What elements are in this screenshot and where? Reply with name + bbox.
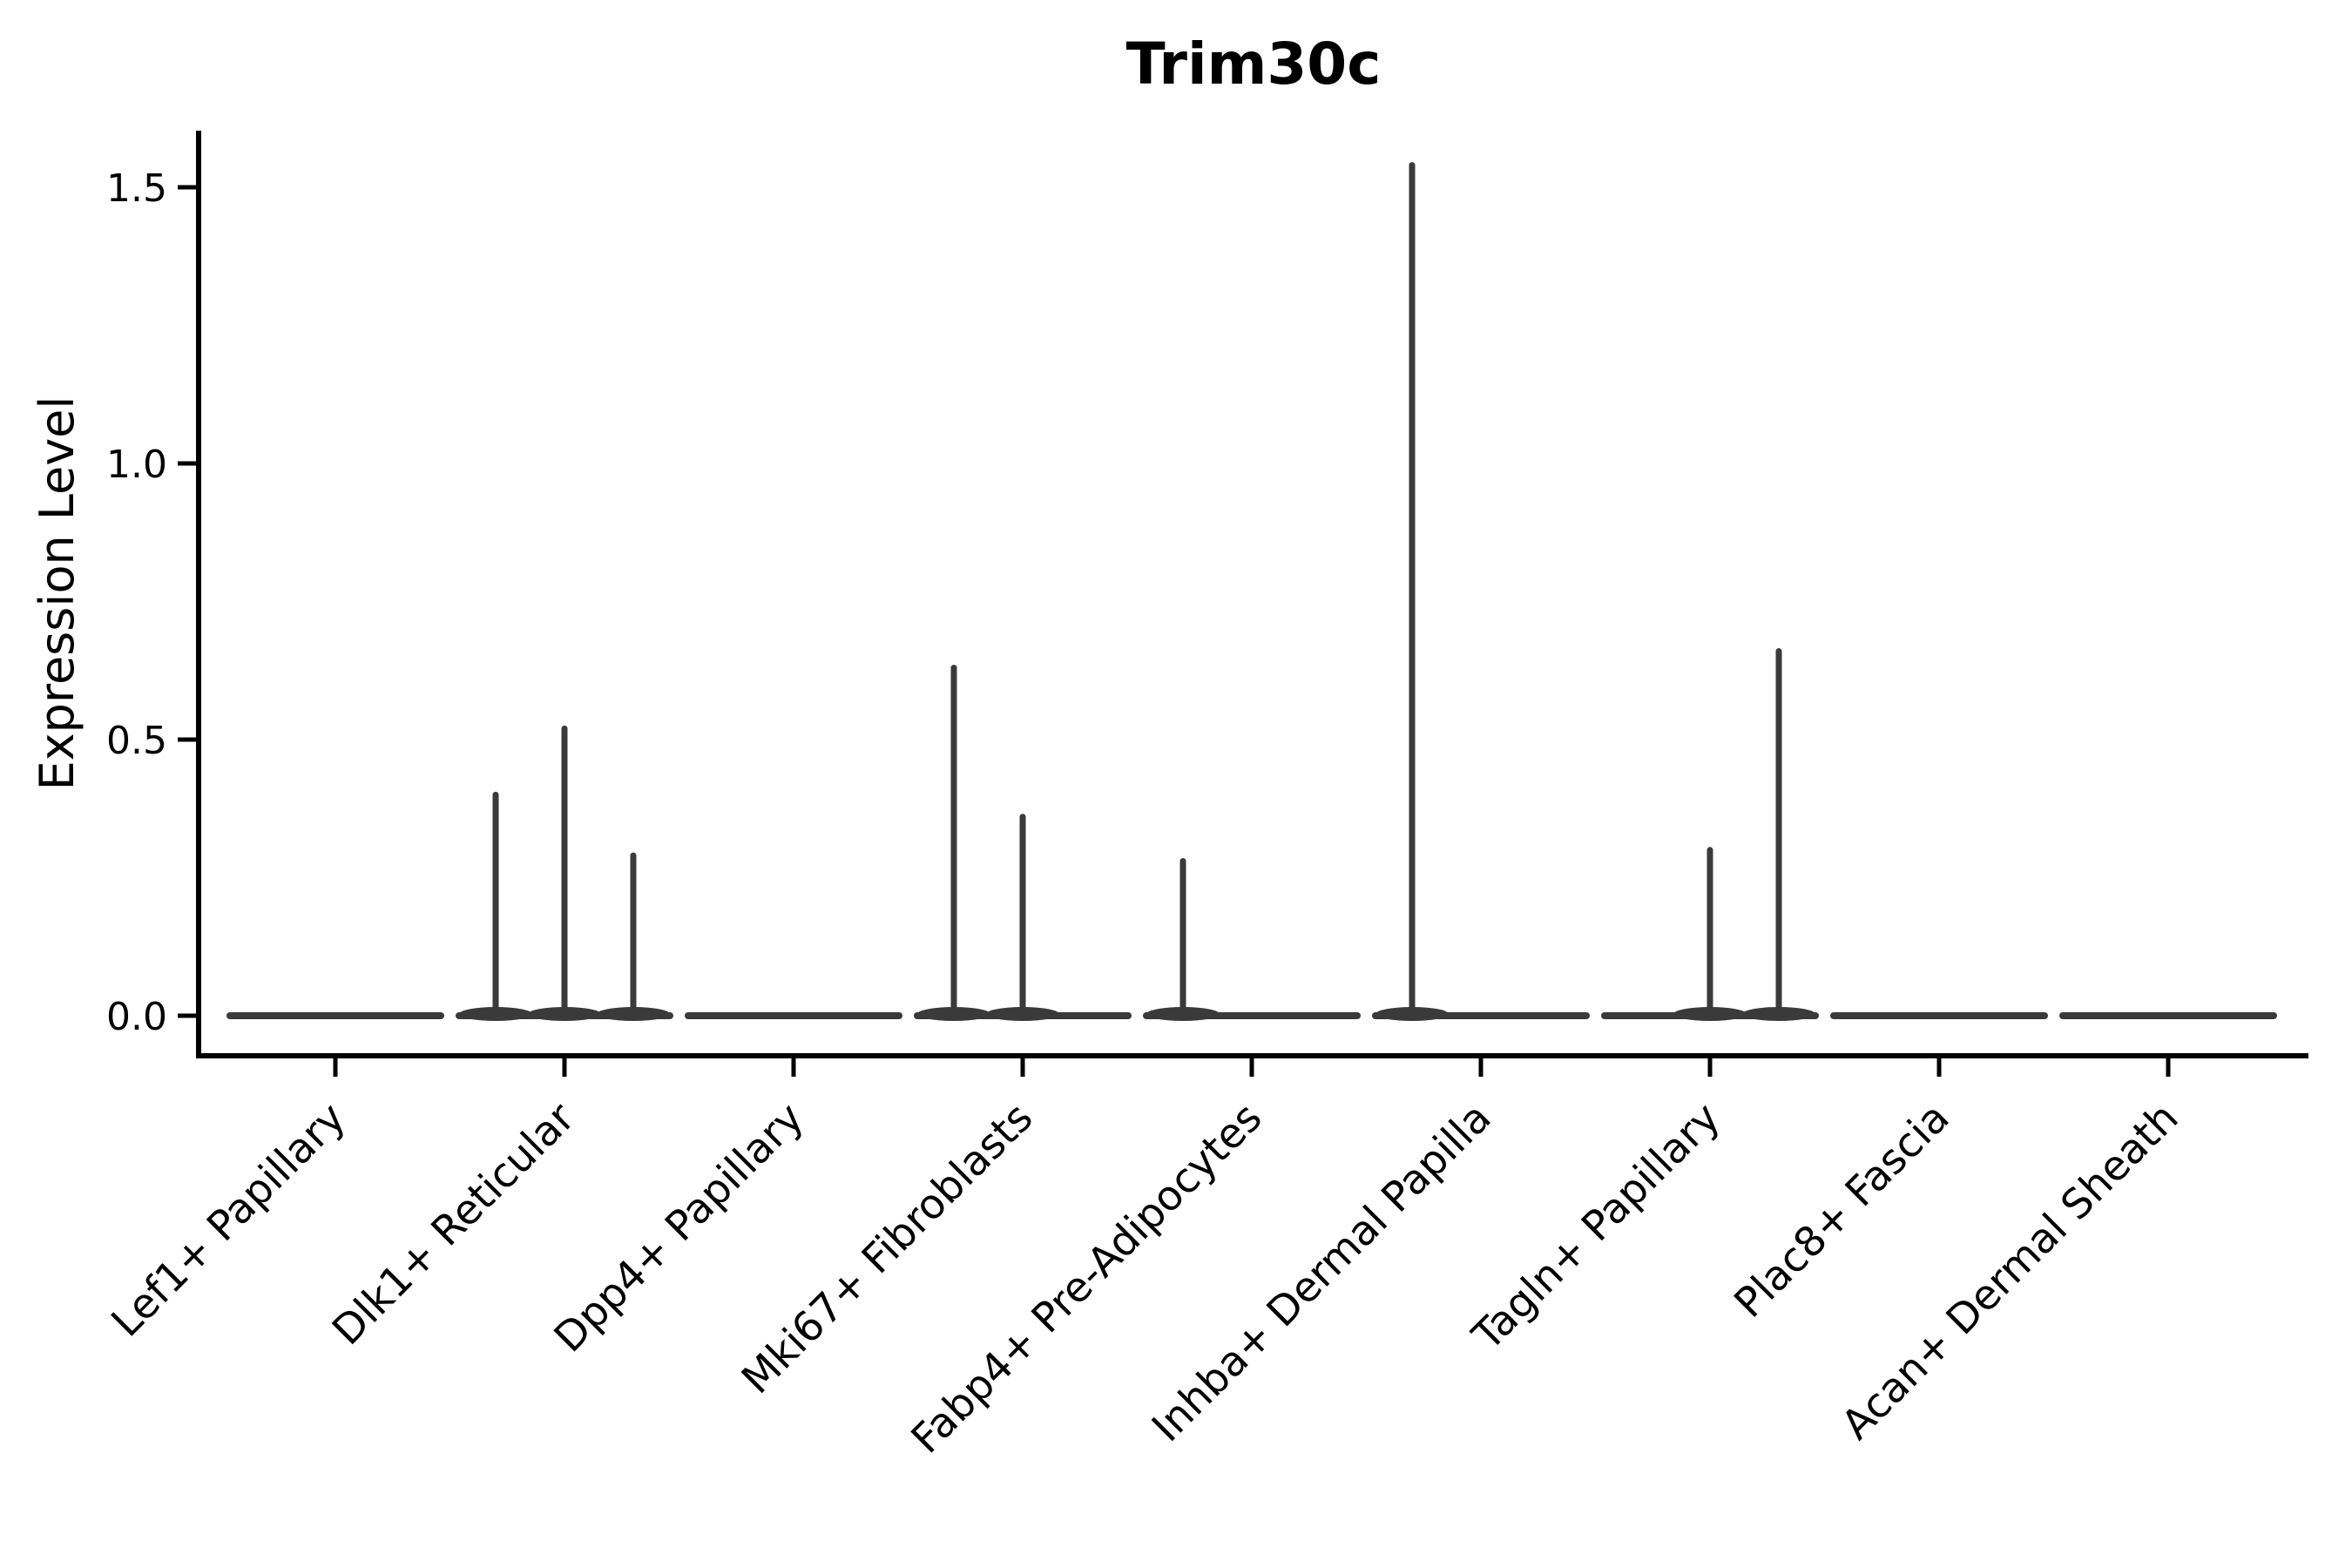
x-tick-label: Dlk1+ Reticular — [323, 1093, 585, 1355]
x-tick-label: Dpp4+ Papillary — [545, 1094, 814, 1362]
y-tick-label: 0.0 — [106, 995, 167, 1039]
y-tick-label: 1.0 — [106, 443, 167, 487]
x-tick-label: Lef1+ Papillary — [103, 1094, 355, 1347]
violin — [1601, 648, 1819, 1021]
x-tick-label: Plac8+ Fascia — [1726, 1094, 1959, 1328]
violin — [914, 665, 1132, 1021]
violin — [456, 725, 673, 1021]
violin — [1143, 857, 1361, 1021]
y-axis-label: Expression Level — [30, 396, 84, 791]
chart-title: Trim30c — [1126, 30, 1382, 98]
x-tick-label: Tagln+ Papillary — [1463, 1094, 1730, 1361]
violins — [226, 162, 2277, 1021]
y-tick-label: 0.5 — [106, 719, 167, 763]
violin — [1372, 162, 1590, 1021]
y-tick-label: 1.5 — [106, 166, 167, 211]
y-axis: 0.0 0.5 1.0 1.5 — [106, 131, 201, 1058]
